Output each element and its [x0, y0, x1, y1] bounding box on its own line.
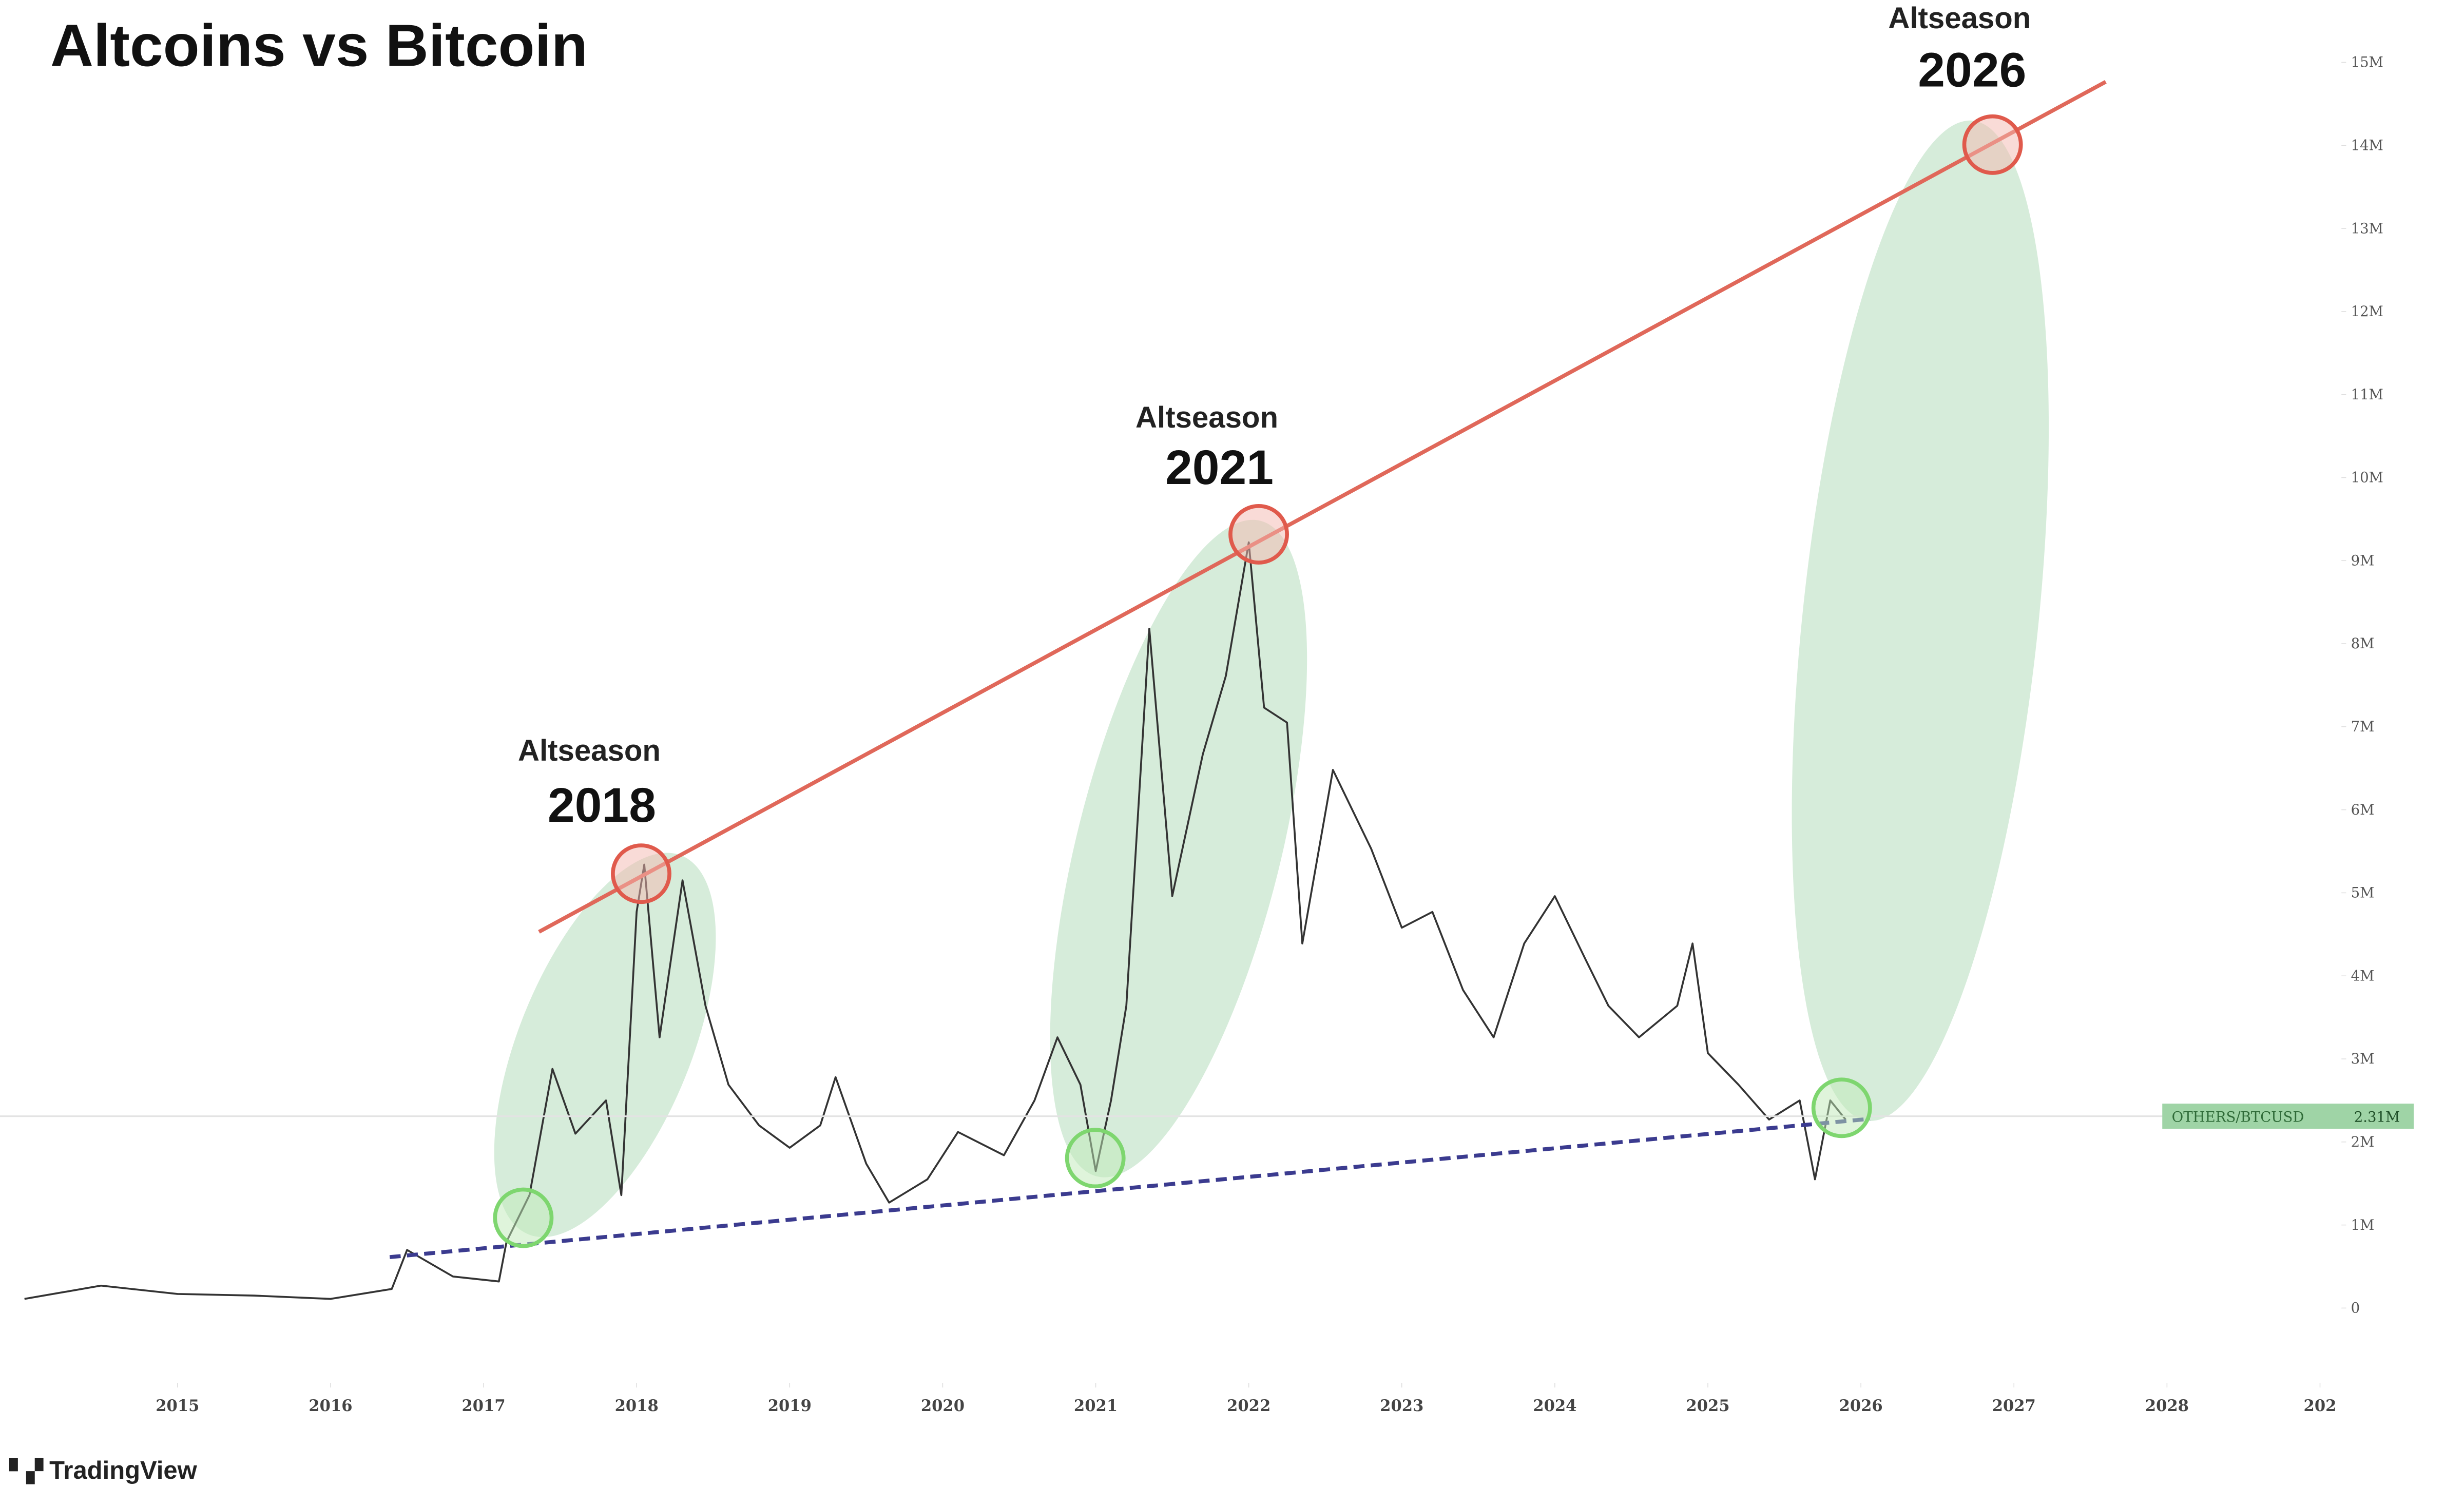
y-tick-label: 7M: [2351, 719, 2375, 735]
bottom-circle: [493, 1187, 554, 1248]
x-tick-label: 2021: [1074, 1397, 1118, 1415]
x-tick-label: 202: [2304, 1397, 2337, 1415]
x-tick-label: 2017: [461, 1397, 505, 1415]
last-price-label: 2.31M: [2354, 1109, 2400, 1125]
annotation-year: 2018: [548, 778, 656, 833]
annotation-label: Altseason: [1135, 401, 1278, 434]
highlight-ellipse: [494, 853, 716, 1238]
x-tick-label: 2023: [1380, 1397, 1423, 1415]
y-tick-label: 10M: [2351, 470, 2383, 486]
y-tick-label: 12M: [2351, 303, 2383, 320]
peak-circle: [1962, 114, 2023, 175]
x-tick-label: 2028: [2145, 1397, 2189, 1415]
highlight-ellipse: [1792, 120, 2049, 1121]
y-tick-label: 11M: [2351, 387, 2383, 403]
brand-name: TradingView: [49, 1457, 197, 1484]
x-tick-label: 2024: [1533, 1397, 1576, 1415]
last-price-box: [2162, 1104, 2414, 1129]
y-tick-label: 1M: [2351, 1217, 2375, 1233]
support-line: [389, 1116, 1871, 1259]
annotation-year: 2026: [1918, 43, 2026, 98]
bottom-circle: [1811, 1077, 1872, 1138]
y-tick-label: 8M: [2351, 635, 2375, 652]
y-tick-label: 2M: [2351, 1134, 2375, 1150]
x-tick-label: 2027: [1992, 1397, 2036, 1415]
resistance-line: [538, 80, 2107, 934]
y-tick-label: 14M: [2351, 137, 2383, 153]
y-tick-label: 15M: [2351, 54, 2383, 71]
y-tick-label: 5M: [2351, 885, 2375, 901]
highlight-ellipse: [1050, 519, 1307, 1177]
annotation-year: 2021: [1165, 440, 1274, 495]
chart-title: Altcoins vs Bitcoin: [50, 12, 588, 79]
x-tick-label: 2020: [921, 1397, 965, 1415]
x-tick-label: 2018: [615, 1397, 659, 1415]
annotation-label: Altseason: [1888, 2, 2031, 35]
y-tick-label: 6M: [2351, 802, 2375, 818]
x-tick-label: 2026: [1839, 1397, 1883, 1415]
x-tick-label: 2015: [156, 1397, 199, 1415]
y-tick-label: 13M: [2351, 220, 2383, 237]
brand-logo: ▘▞: [9, 1458, 49, 1484]
y-tick-label: 3M: [2351, 1051, 2375, 1067]
peak-circle: [1228, 504, 1289, 565]
price-line: [24, 541, 1846, 1300]
y-tick-label: 9M: [2351, 552, 2375, 569]
x-tick-label: 2025: [1686, 1397, 1729, 1415]
x-tick-label: 2022: [1227, 1397, 1270, 1415]
brand: ▘▞ TradingView: [9, 1457, 197, 1484]
series-name: OTHERS/BTCUSD: [2172, 1109, 2304, 1125]
plot-area: [0, 541, 2342, 1300]
y-tick-label: 4M: [2351, 968, 2375, 984]
bottom-circle: [1065, 1128, 1126, 1189]
peak-circle: [611, 843, 671, 904]
x-tick-label: 2019: [768, 1397, 812, 1415]
x-tick-label: 2016: [309, 1397, 352, 1415]
y-tick-label: 0: [2351, 1300, 2360, 1317]
annotation-label: Altseason: [518, 734, 661, 767]
